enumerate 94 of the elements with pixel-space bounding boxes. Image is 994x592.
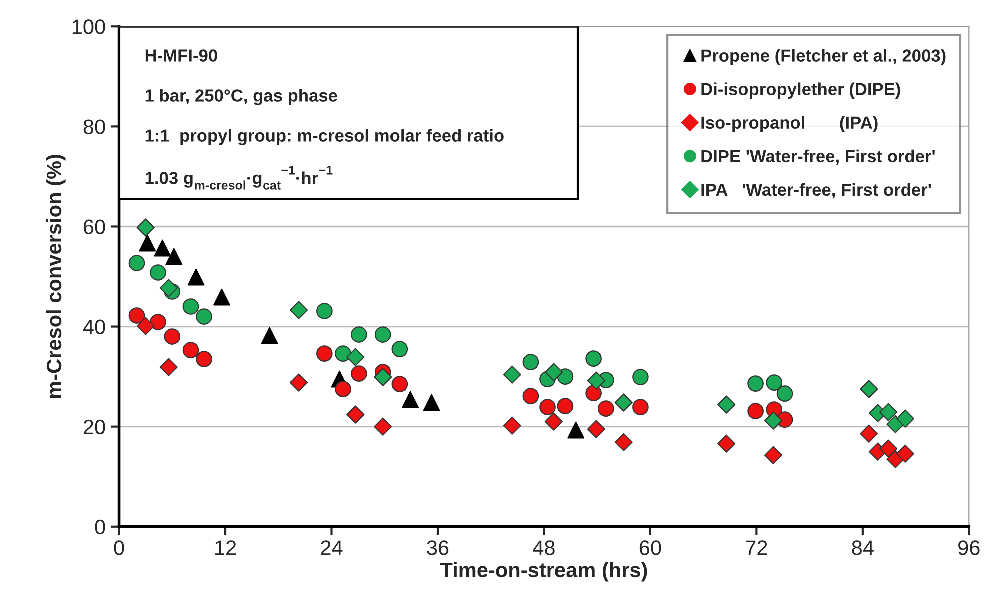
point <box>392 341 408 358</box>
point <box>182 342 200 358</box>
point <box>614 433 633 452</box>
point <box>522 354 540 370</box>
point <box>335 381 352 398</box>
point <box>290 374 308 392</box>
point <box>136 218 155 237</box>
point <box>374 418 392 436</box>
point <box>557 368 574 385</box>
x-axis-title: Time-on-stream (hrs) <box>440 562 648 582</box>
point <box>316 303 333 320</box>
point <box>718 396 736 414</box>
point <box>196 351 212 368</box>
legend-label: Iso-propanol (IPA) <box>702 116 878 132</box>
point <box>586 385 602 402</box>
point <box>503 366 522 384</box>
point <box>860 380 878 398</box>
x-tick-label: 36 <box>427 540 449 556</box>
point <box>748 376 764 392</box>
point <box>335 346 352 362</box>
x-tick-label: 96 <box>958 540 980 556</box>
legend-label: Di-isopropylether (DIPE) <box>702 82 900 99</box>
point <box>764 412 783 430</box>
x-tick-label: 60 <box>640 540 662 556</box>
point <box>880 403 898 422</box>
point <box>598 400 614 417</box>
point <box>166 248 183 266</box>
point <box>136 317 155 336</box>
point <box>351 326 368 343</box>
point <box>402 391 420 408</box>
point <box>764 446 783 464</box>
point <box>182 298 200 315</box>
point <box>164 328 181 345</box>
point <box>632 399 649 416</box>
x-tick-label: 84 <box>852 540 874 556</box>
legend-label: DIPE 'Water-free, First order' <box>702 150 935 166</box>
point <box>587 372 606 390</box>
point <box>568 422 585 439</box>
point <box>150 264 166 281</box>
point <box>196 308 212 325</box>
x-tick-label: 72 <box>746 540 768 556</box>
legend-label: Propene (Fletcher et al., 2003) <box>702 49 946 66</box>
point <box>557 398 574 414</box>
point <box>128 308 146 324</box>
point <box>896 444 914 463</box>
point <box>544 412 564 431</box>
annotation: 1 bar, 250°C, gas phase <box>146 89 338 106</box>
y-tick-label: 0 <box>95 520 106 535</box>
point <box>128 255 146 272</box>
point <box>374 368 392 386</box>
point <box>316 346 333 362</box>
point <box>351 366 368 382</box>
point <box>160 279 178 298</box>
point <box>139 234 156 252</box>
point <box>261 327 278 344</box>
point <box>214 288 230 306</box>
point <box>150 314 166 330</box>
point <box>290 301 308 320</box>
y-tick-label: 60 <box>84 220 106 234</box>
point <box>503 416 522 435</box>
x-tick-label: 24 <box>321 540 343 556</box>
point <box>540 399 556 416</box>
point <box>748 403 764 420</box>
y-tick-label: 100 <box>72 20 106 34</box>
y-tick-label: 80 <box>84 120 106 134</box>
point <box>374 326 392 343</box>
point <box>880 440 898 458</box>
point <box>586 350 602 367</box>
point <box>346 406 365 424</box>
point <box>614 394 633 412</box>
point <box>423 394 440 412</box>
point <box>776 386 794 402</box>
point <box>154 240 172 257</box>
legend-label: IPA 'Water-free, First order' <box>702 183 932 199</box>
point <box>718 434 736 453</box>
point <box>766 374 783 391</box>
annotation: H-MFI-90 <box>146 50 218 62</box>
point <box>522 388 540 404</box>
point <box>587 420 606 438</box>
point <box>632 369 649 386</box>
point <box>346 348 365 366</box>
y-tick-label: 40 <box>83 320 106 335</box>
point <box>160 358 178 376</box>
x-tick-label: 0 <box>114 540 124 556</box>
point <box>188 268 205 286</box>
y-tick-label: 20 <box>84 420 106 435</box>
point <box>860 424 878 443</box>
x-tick-label: 12 <box>216 540 236 556</box>
point <box>392 376 408 392</box>
annotation: 1:1 propyl group: m-cresol molar feed ratio <box>146 129 504 146</box>
point <box>896 410 914 428</box>
y-axis-title: m-Cresol conversion (%) <box>46 155 66 398</box>
point <box>544 363 564 382</box>
x-tick-label: 48 <box>533 540 555 556</box>
